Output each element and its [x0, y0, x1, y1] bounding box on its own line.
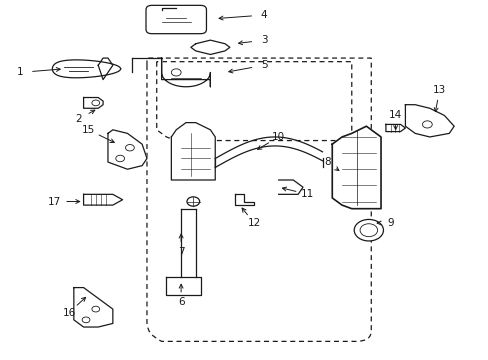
Circle shape: [116, 155, 124, 162]
Text: 6: 6: [178, 297, 184, 307]
Text: 16: 16: [62, 308, 76, 318]
Polygon shape: [83, 194, 122, 205]
Polygon shape: [405, 105, 453, 137]
Circle shape: [125, 144, 134, 151]
Circle shape: [359, 224, 377, 237]
Text: 14: 14: [388, 111, 402, 121]
Circle shape: [353, 220, 383, 241]
Circle shape: [92, 100, 100, 106]
Polygon shape: [166, 277, 200, 295]
Circle shape: [186, 197, 199, 206]
Text: 1: 1: [17, 67, 23, 77]
Polygon shape: [278, 180, 303, 194]
Circle shape: [171, 69, 181, 76]
Text: 10: 10: [271, 132, 285, 142]
Polygon shape: [385, 125, 405, 132]
Circle shape: [92, 306, 100, 312]
Polygon shape: [161, 58, 210, 87]
Polygon shape: [234, 194, 254, 205]
Circle shape: [82, 317, 90, 323]
Text: 3: 3: [260, 35, 267, 45]
Polygon shape: [83, 98, 103, 108]
Circle shape: [422, 121, 431, 128]
Polygon shape: [108, 130, 147, 169]
Text: 4: 4: [260, 10, 267, 20]
Text: 11: 11: [301, 189, 314, 199]
Text: 9: 9: [386, 218, 393, 228]
Polygon shape: [171, 123, 215, 180]
Polygon shape: [98, 58, 113, 80]
Text: 12: 12: [247, 218, 260, 228]
Text: 8: 8: [324, 157, 330, 167]
Text: 2: 2: [75, 114, 82, 124]
Text: 5: 5: [260, 60, 267, 70]
FancyBboxPatch shape: [146, 5, 206, 34]
Polygon shape: [74, 288, 113, 327]
Polygon shape: [190, 40, 229, 54]
Text: 13: 13: [432, 85, 445, 95]
Text: 7: 7: [178, 247, 184, 257]
Polygon shape: [331, 126, 380, 209]
Polygon shape: [52, 60, 121, 78]
Text: 17: 17: [48, 197, 61, 207]
Text: 15: 15: [81, 125, 95, 135]
